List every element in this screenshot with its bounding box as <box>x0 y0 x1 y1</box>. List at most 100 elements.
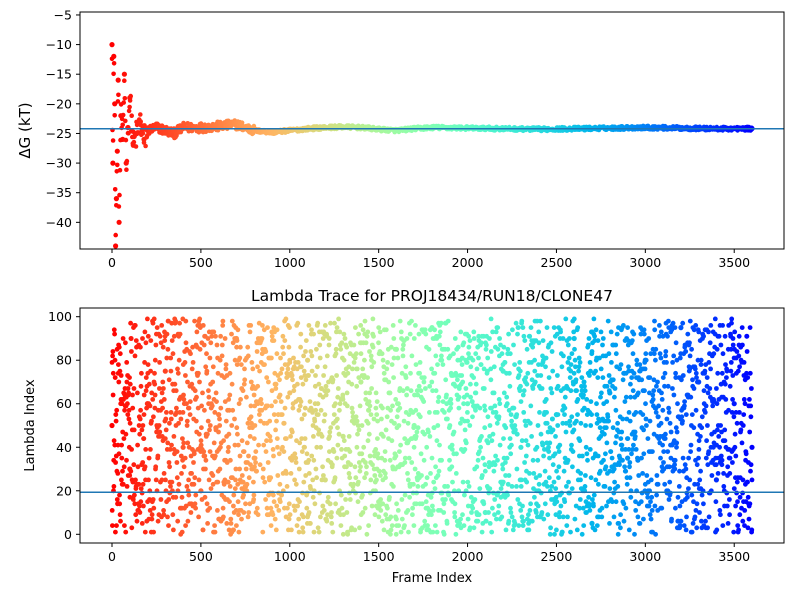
lambda-trace-point <box>330 529 336 535</box>
lambda-trace-point <box>137 510 143 515</box>
lambda-trace-point <box>737 494 743 500</box>
lambda-trace-point <box>482 403 487 409</box>
lambda-trace-point <box>712 316 718 322</box>
lambda-trace-point <box>479 473 485 478</box>
lambda-trace-point <box>581 392 586 398</box>
lambda-trace-point <box>311 457 317 463</box>
lambda-trace-point <box>333 501 338 507</box>
lambda-trace-point <box>384 366 390 372</box>
lambda-trace-point <box>647 512 653 518</box>
lambda-trace-point <box>308 349 314 354</box>
lambda-trace-point <box>232 416 237 422</box>
lambda-trace-point <box>342 453 348 459</box>
lambda-trace-point <box>560 514 566 520</box>
lambda-trace-point <box>337 407 342 413</box>
lambda-trace-point <box>542 468 548 474</box>
lambda-trace-point <box>118 373 124 378</box>
lambda-trace-point <box>338 492 344 498</box>
lambda-trace-point <box>126 416 132 422</box>
lambda-trace-point <box>146 455 152 461</box>
lambda-trace-point <box>501 344 507 350</box>
lambda-trace-point <box>683 349 689 354</box>
lambda-trace-point <box>121 436 127 441</box>
lambda-trace-point <box>208 340 214 346</box>
lambda-trace-point <box>730 342 736 348</box>
lambda-trace-point <box>460 512 465 518</box>
lambda-trace-point <box>632 434 638 439</box>
delta-g-plot-frame <box>79 11 785 250</box>
lambda-trace-point <box>265 403 271 409</box>
lambda-trace-point <box>519 477 524 483</box>
lambda-trace-point <box>568 388 574 394</box>
lambda-trace-point <box>278 399 284 404</box>
lambda-trace-point <box>728 360 734 365</box>
lambda-trace-point <box>524 346 530 352</box>
lambda-trace-point <box>513 427 518 433</box>
lambda-trace-point <box>564 484 569 489</box>
lambda-trace-point <box>149 418 154 424</box>
lambda-trace-point <box>501 390 507 396</box>
delta-g-x-ticks: 0 500 1000 1500 2000 2500 3000 3500 <box>108 249 750 270</box>
lambda-trace-point <box>575 325 581 330</box>
lambda-trace-point <box>644 473 650 478</box>
lambda-trace-point <box>574 418 579 424</box>
lambda-trace-point <box>376 468 382 474</box>
lambda-trace-point <box>182 455 188 461</box>
lambda-trace-point <box>583 473 588 478</box>
lambda-trace-point <box>653 357 658 363</box>
lambda-trace-point <box>498 486 504 491</box>
lambda-trace-point <box>328 320 333 326</box>
lambda-trace-point <box>566 479 571 485</box>
lambda-trace-point <box>151 505 157 511</box>
lambda-trace-point <box>614 331 620 337</box>
lambda-trace-point <box>318 444 323 450</box>
lambda-trace-point <box>132 353 138 359</box>
lambda-trace-point <box>577 497 583 502</box>
lambda-trace-point <box>685 331 691 337</box>
lambda-trace-point <box>509 514 515 520</box>
lambda-trace-point <box>359 423 365 428</box>
lambda-trace-point <box>437 342 443 348</box>
lambda-trace-point <box>280 344 286 350</box>
lambda-trace-point <box>672 325 678 330</box>
lambda-trace-point <box>677 503 683 509</box>
lambda-trace-point <box>171 333 177 339</box>
lambda-trace-point <box>292 477 297 483</box>
lambda-trace-point <box>205 521 211 526</box>
lambda-trace-point <box>747 370 753 376</box>
lambda-trace-y-tick-label: 20 <box>56 483 72 498</box>
lambda-trace-point <box>448 405 453 411</box>
lambda-trace-point <box>735 523 741 528</box>
lambda-trace-point <box>719 462 725 468</box>
lambda-trace-point <box>312 418 318 424</box>
lambda-trace-point <box>217 357 223 363</box>
lambda-trace-point <box>662 383 667 389</box>
lambda-trace-point <box>497 442 503 448</box>
lambda-trace-point <box>747 429 753 435</box>
lambda-trace-point <box>682 399 687 404</box>
lambda-trace-point <box>648 477 654 483</box>
lambda-trace-point <box>631 331 637 337</box>
lambda-trace-point <box>262 362 267 367</box>
lambda-trace-point <box>123 431 129 437</box>
lambda-trace-point <box>703 518 708 524</box>
lambda-trace-point <box>653 346 659 352</box>
lambda-trace-point <box>322 412 328 417</box>
lambda-trace-point <box>368 412 374 417</box>
lambda-trace-point <box>142 329 148 335</box>
lambda-trace-point <box>241 492 247 498</box>
lambda-trace-point <box>439 457 444 463</box>
lambda-trace-point <box>729 316 735 322</box>
lambda-trace-point <box>313 466 319 472</box>
lambda-trace-point <box>621 501 627 507</box>
lambda-trace-point <box>616 521 622 526</box>
lambda-trace-point <box>382 457 388 463</box>
lambda-trace-point <box>255 383 261 389</box>
lambda-trace-point <box>543 479 549 485</box>
lambda-trace-point <box>167 447 173 452</box>
lambda-trace-point <box>129 349 134 354</box>
lambda-trace-point <box>553 486 559 491</box>
lambda-trace-point <box>727 512 732 518</box>
lambda-trace-point <box>321 418 327 424</box>
lambda-trace-point <box>278 370 284 376</box>
